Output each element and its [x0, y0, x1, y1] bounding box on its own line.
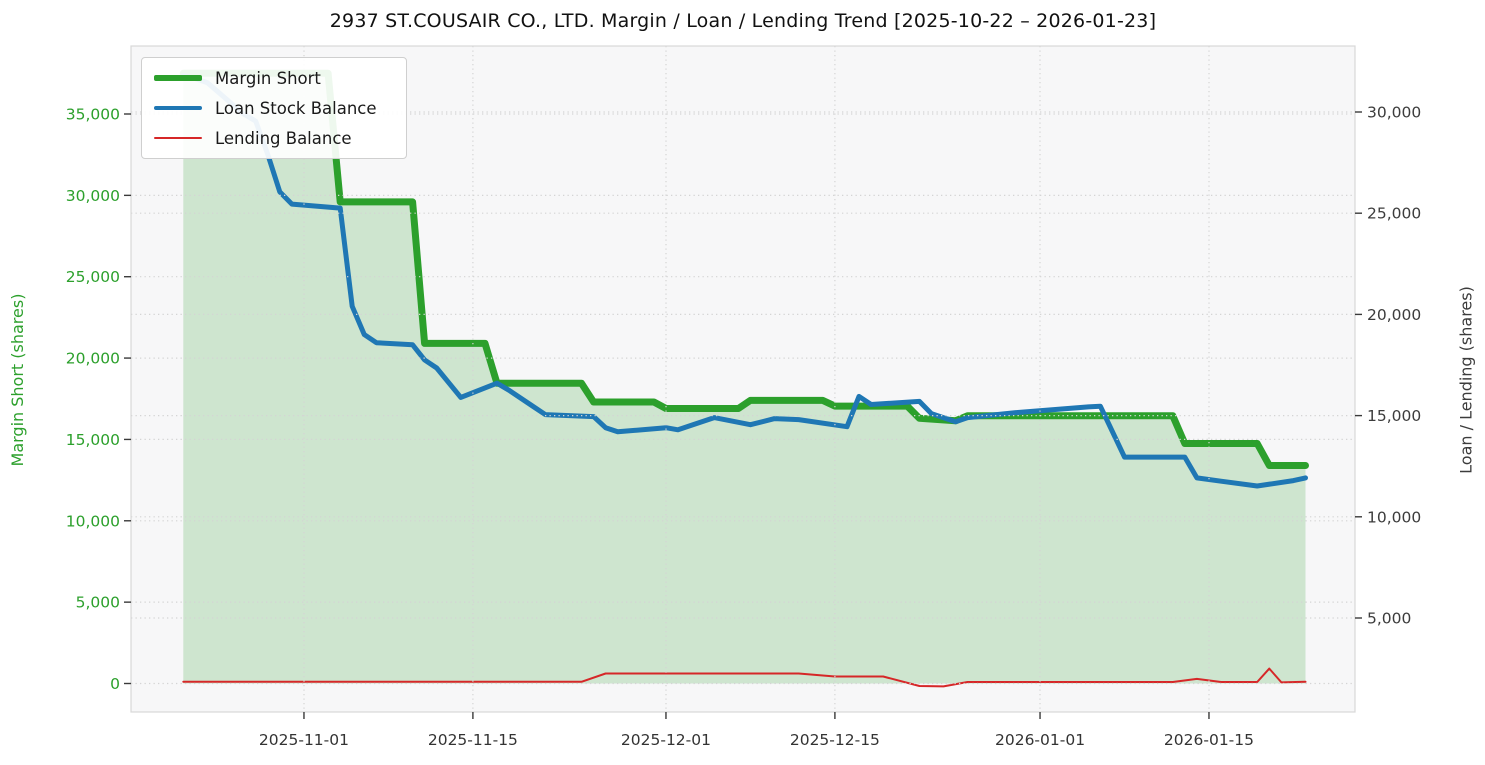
- legend-item-loan-stock-balance: Loan Stock Balance: [154, 97, 394, 119]
- right-tick-label: 5,000: [1367, 610, 1411, 628]
- left-tick-label: 25,000: [66, 268, 120, 286]
- tick-marks: [124, 111, 1362, 719]
- legend-label: Lending Balance: [215, 128, 352, 148]
- lending-balance-line: [182, 667, 1307, 688]
- legend-item-lending-balance: Lending Balance: [154, 127, 394, 149]
- x-tick-label: 2025-12-01: [621, 731, 711, 749]
- margin-short-area: [183, 73, 1306, 684]
- loan-stock-balance-swatch-icon: [154, 106, 202, 110]
- gridlines: [131, 46, 1355, 712]
- legend-label: Margin Short: [215, 68, 321, 88]
- left-tick-label: 0: [110, 675, 120, 693]
- loan-stock-balance-line: [180, 73, 1308, 489]
- margin-short-swatch-icon: [154, 75, 202, 81]
- x-tick-label: 2025-12-15: [790, 731, 880, 749]
- left-tick-label: 15,000: [66, 431, 120, 449]
- x-tick-label: 2026-01-01: [995, 731, 1085, 749]
- left-tick-label: 35,000: [66, 106, 120, 124]
- lending-balance-swatch-icon: [154, 137, 202, 139]
- legend: Margin Short Loan Stock Balance Lending …: [141, 57, 407, 159]
- left-tick-label: 30,000: [66, 187, 120, 205]
- right-tick-label: 30,000: [1367, 104, 1421, 122]
- legend-label: Loan Stock Balance: [215, 98, 377, 118]
- right-tick-label: 15,000: [1367, 407, 1421, 425]
- margin-short-line: [179, 69, 1309, 469]
- chart-title: 2937 ST.COUSAIR CO., LTD. Margin / Loan …: [329, 10, 1157, 32]
- plot-border: [130, 45, 1356, 713]
- left-tick-label: 20,000: [66, 350, 120, 368]
- tick-labels: 0 5,000 10,000 15,000 20,000 25,000 30,000 35,0…: [66, 104, 1422, 750]
- right-tick-label: 10,000: [1367, 508, 1421, 526]
- x-tick-label: 2025-11-15: [428, 731, 518, 749]
- right-axis-label: Loan / Lending (shares): [1456, 286, 1476, 474]
- x-tick-label: 2026-01-15: [1164, 731, 1254, 749]
- x-tick-label: 2025-11-01: [259, 731, 349, 749]
- right-tick-label: 20,000: [1367, 306, 1421, 324]
- left-axis-label: Margin Short (shares): [7, 293, 27, 467]
- left-tick-label: 5,000: [76, 594, 120, 612]
- right-tick-label: 25,000: [1367, 205, 1421, 223]
- left-tick-label: 10,000: [66, 512, 120, 530]
- legend-item-margin-short: Margin Short: [154, 67, 394, 89]
